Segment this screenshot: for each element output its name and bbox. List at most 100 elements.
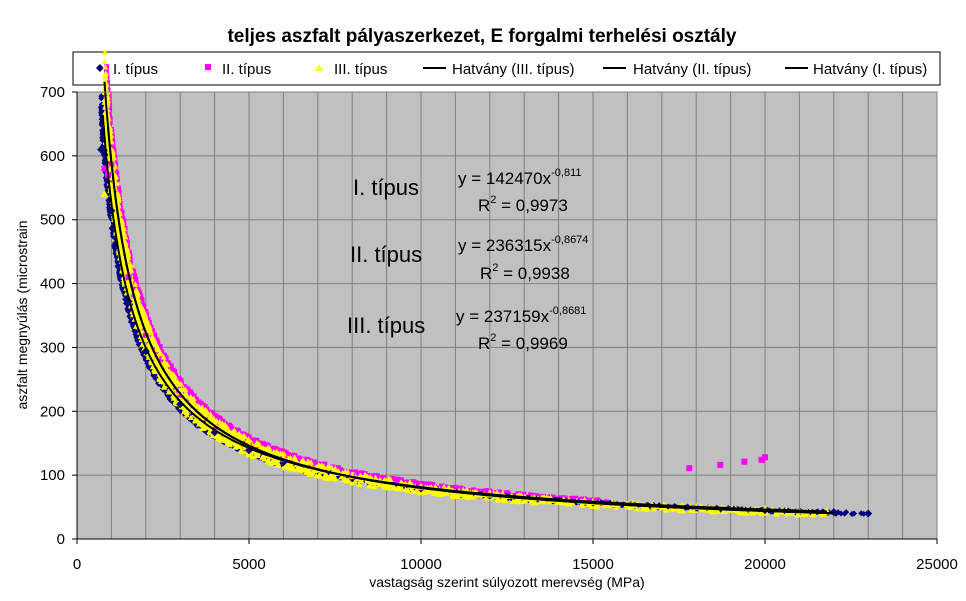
point-type3 xyxy=(242,448,249,455)
x-tick-label: 0 xyxy=(73,556,81,573)
point-type2 xyxy=(115,185,121,191)
point-type3 xyxy=(137,302,144,308)
point-type2 xyxy=(264,442,270,448)
data-point xyxy=(176,388,185,396)
trendline-3 xyxy=(101,115,827,513)
annotation-type3-equation: y = 237159x-0,8681 xyxy=(456,305,586,326)
point-type3 xyxy=(222,421,229,427)
point-type3 xyxy=(275,462,282,468)
point-type3 xyxy=(513,497,520,503)
point-type3 xyxy=(198,406,205,412)
point-type2 xyxy=(260,441,266,447)
point-type1 xyxy=(98,95,105,102)
point-type3 xyxy=(197,420,204,426)
point-type3 xyxy=(316,472,323,479)
point-type2 xyxy=(409,479,415,485)
point-type3 xyxy=(324,464,331,470)
point-type2 xyxy=(130,272,136,278)
point-type3 xyxy=(126,288,133,294)
point-type3 xyxy=(156,376,163,383)
point-type3 xyxy=(154,345,161,351)
annotation-type2-label: II. típus xyxy=(350,242,422,267)
point-type3 xyxy=(679,507,686,514)
point-type2 xyxy=(131,268,137,274)
x-tick-label: 25000 xyxy=(916,556,958,573)
point-type3 xyxy=(118,217,125,224)
point-type3 xyxy=(113,180,120,187)
r2-1-sup: 2 xyxy=(490,194,496,206)
r2-2-prefix: R xyxy=(480,264,492,283)
point-type1 xyxy=(851,510,858,517)
point-type3 xyxy=(305,458,312,464)
y-tick-labels: 0 100 200 300 400 500 600 700 xyxy=(40,84,77,548)
point-type3 xyxy=(305,468,312,474)
data-point xyxy=(864,509,873,518)
annotation-type1-r2: R2 = 0,9973 xyxy=(478,194,568,215)
gridlines xyxy=(77,92,937,539)
point-type2 xyxy=(141,303,147,309)
point-type3 xyxy=(267,448,274,455)
point-type2 xyxy=(186,390,192,396)
point-type3 xyxy=(200,425,207,431)
data-point xyxy=(758,456,765,463)
point-type3 xyxy=(546,498,553,505)
point-type3 xyxy=(315,461,322,468)
legend-label-type1: I. típus xyxy=(113,61,158,78)
point-type3 xyxy=(157,349,164,356)
y-tick-label: 600 xyxy=(40,148,65,165)
point-type3 xyxy=(566,501,573,507)
r2-2-sup: 2 xyxy=(492,262,498,274)
point-type3 xyxy=(601,502,608,508)
plot-background xyxy=(77,92,937,539)
point-type3 xyxy=(707,507,714,514)
point-type2 xyxy=(167,366,173,372)
point-type3 xyxy=(362,472,369,478)
point-type3 xyxy=(328,464,335,471)
legend-label-type3: III. típus xyxy=(334,61,387,78)
point-type3 xyxy=(593,502,600,509)
point-type3 xyxy=(282,463,289,470)
point-type3 xyxy=(241,433,248,440)
point-type2 xyxy=(426,481,432,487)
point-type3 xyxy=(174,378,181,384)
point-type1 xyxy=(858,510,865,517)
y-tick-label: 0 xyxy=(57,531,65,548)
x-tick-label: 5000 xyxy=(232,556,265,573)
y-tick-label: 400 xyxy=(40,276,65,293)
x-tick-label: 15000 xyxy=(572,556,614,573)
point-type3 xyxy=(172,398,179,404)
point-type3 xyxy=(449,493,456,499)
point-type2 xyxy=(283,452,289,458)
point-type3 xyxy=(141,312,148,319)
point-type3 xyxy=(338,473,345,480)
point-type3 xyxy=(187,414,194,421)
point-type3 xyxy=(687,507,694,513)
point-type2 xyxy=(213,413,219,419)
point-type3 xyxy=(265,444,272,451)
point-type1 xyxy=(122,292,129,299)
point-type2 xyxy=(569,495,575,501)
y-tick-label: 700 xyxy=(40,84,65,101)
legend: I. típus II. típus III. típus Hatvány (I… xyxy=(72,51,941,86)
point-type2 xyxy=(380,475,386,481)
r2-1-value: = 0,9973 xyxy=(496,196,567,215)
point-type3 xyxy=(286,465,293,472)
legend-marker-type3 xyxy=(315,64,323,71)
point-type3 xyxy=(383,477,390,483)
point-type3 xyxy=(413,486,420,493)
point-type3 xyxy=(300,467,307,473)
point-type2 xyxy=(198,400,204,406)
point-type3 xyxy=(741,508,748,515)
point-type2 xyxy=(158,354,164,360)
eq1-exp: -0,811 xyxy=(551,167,581,179)
point-type3 xyxy=(494,497,501,503)
point-type2 xyxy=(114,171,120,177)
point-type3 xyxy=(168,370,175,377)
point-type2 xyxy=(312,462,318,468)
point-type3 xyxy=(554,499,561,505)
point-type3 xyxy=(264,458,271,464)
data-point xyxy=(741,458,748,465)
annotation-type2-r2: R2 = 0,9938 xyxy=(480,262,570,283)
point-type3 xyxy=(151,366,158,373)
point-type3 xyxy=(226,428,233,434)
